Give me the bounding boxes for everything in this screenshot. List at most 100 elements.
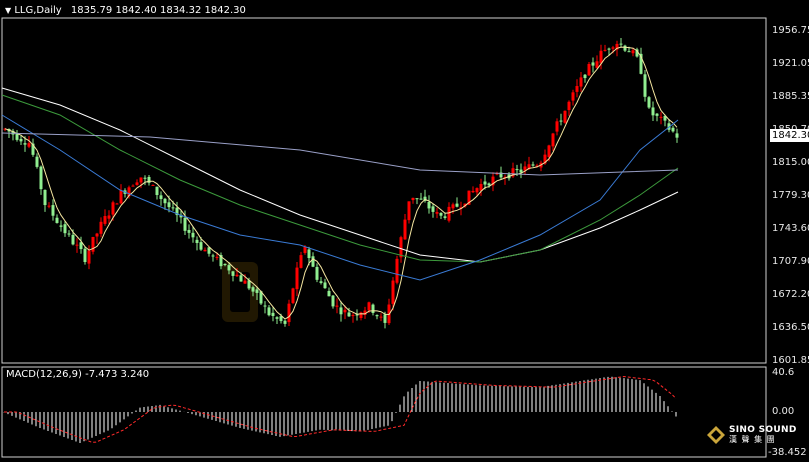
- candle-body: [575, 86, 579, 92]
- candle-body: [607, 48, 611, 50]
- candle-body: [627, 51, 631, 53]
- candle-body: [423, 196, 427, 201]
- candle-body: [659, 116, 663, 118]
- candle-body: [143, 177, 147, 179]
- candle-body: [531, 164, 535, 166]
- candle-body: [343, 309, 347, 313]
- candle-body: [551, 133, 555, 147]
- brand-subtitle: 漢 聲 集 團: [729, 435, 776, 444]
- candle-body: [655, 113, 659, 116]
- candle-body: [487, 183, 491, 186]
- candle-body: [31, 143, 35, 155]
- candle-body: [243, 280, 247, 284]
- candle-body: [623, 45, 627, 51]
- candle-body: [355, 314, 359, 316]
- candle-body: [599, 50, 603, 64]
- candle-body: [187, 229, 191, 233]
- candle-body: [555, 121, 559, 132]
- macd-series: [3, 375, 677, 444]
- candle-body: [399, 237, 403, 258]
- candle-body: [91, 236, 95, 252]
- candle-body: [167, 202, 171, 208]
- candle-body: [331, 295, 335, 307]
- candle-body: [495, 173, 499, 175]
- candle-body: [571, 92, 575, 101]
- candle-body: [179, 214, 183, 218]
- candle-body: [479, 183, 483, 191]
- candle-body: [23, 143, 27, 145]
- candle-body: [83, 248, 87, 263]
- candle-body: [455, 203, 459, 207]
- candle-body: [295, 267, 299, 290]
- candle-body: [527, 164, 531, 170]
- chart-header: ▼ LLG,Daily 1835.79 1842.40 1834.32 1842…: [5, 5, 246, 16]
- candle-body: [407, 201, 411, 221]
- candle-body: [71, 234, 75, 245]
- candle-body: [291, 288, 295, 304]
- candle-body: [363, 310, 367, 315]
- candle-body: [299, 255, 303, 268]
- candle-body: [443, 216, 447, 218]
- price-tick: 1779.30: [772, 190, 809, 201]
- candle-body: [451, 204, 455, 209]
- candle-body: [311, 256, 315, 267]
- candle-body: [471, 190, 475, 193]
- candle-body: [631, 50, 635, 54]
- candle-body: [147, 176, 151, 183]
- candle-body: [199, 242, 203, 250]
- price-tick: 1885.35: [772, 91, 809, 102]
- candle-body: [119, 190, 123, 204]
- price-series: [1, 37, 679, 329]
- candle-body: [463, 203, 467, 207]
- candle-body: [195, 239, 199, 243]
- candle-body: [371, 304, 375, 313]
- candle-body: [515, 169, 519, 171]
- triangle-down-icon[interactable]: ▼: [5, 6, 12, 15]
- candle-body: [231, 271, 235, 276]
- candle-body: [579, 77, 583, 87]
- candle-body: [127, 187, 131, 197]
- candle-body: [591, 62, 595, 66]
- candle-body: [39, 166, 43, 190]
- candle-body: [223, 263, 227, 266]
- candle-body: [675, 133, 679, 138]
- candle-body: [271, 312, 275, 316]
- price-tick: 1672.20: [772, 289, 809, 300]
- candle-body: [611, 47, 615, 49]
- diamond-logo-icon: [707, 426, 725, 444]
- candle-body: [391, 280, 395, 304]
- candle-body: [323, 282, 327, 289]
- candle-body: [339, 307, 343, 315]
- price-tick: 1601.85: [772, 355, 809, 366]
- candle-body: [251, 287, 255, 292]
- candle-body: [483, 181, 487, 185]
- candle-body: [639, 53, 643, 74]
- candle-body: [19, 138, 23, 142]
- candle-body: [491, 176, 495, 186]
- candle-body: [151, 184, 155, 186]
- candle-body: [543, 154, 547, 164]
- ma-mid-line: [1, 114, 679, 281]
- candle-body: [175, 207, 179, 216]
- candle-body: [227, 265, 231, 271]
- candle-body: [255, 289, 259, 293]
- candle-body: [587, 64, 591, 76]
- candle-body: [275, 317, 279, 319]
- candle-body: [303, 246, 307, 253]
- candle-body: [563, 110, 567, 123]
- candle-body: [643, 74, 647, 97]
- candle-body: [431, 206, 435, 212]
- candle-body: [427, 201, 431, 209]
- candle-body: [15, 133, 19, 140]
- candle-body: [367, 302, 371, 311]
- candle-body: [467, 190, 471, 205]
- candle-body: [95, 233, 99, 237]
- candle-body: [395, 258, 399, 283]
- candle-body: [139, 177, 143, 183]
- candle-body: [43, 189, 47, 206]
- candle-body: [415, 198, 419, 200]
- candle-body: [411, 197, 415, 201]
- candle-body: [131, 185, 135, 187]
- candle-body: [111, 202, 115, 215]
